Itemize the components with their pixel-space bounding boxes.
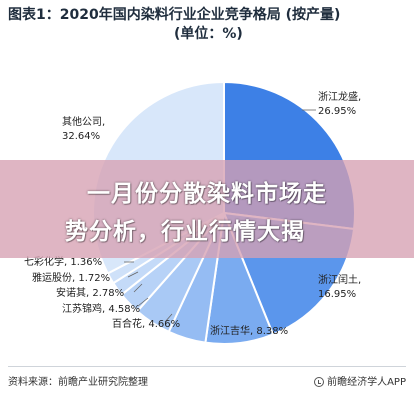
slice-label-6: 安诺其, 2.78%: [56, 286, 124, 299]
chart-title: 图表1：2020年国内染料行业企业竞争格局 (按产量) (单位：%): [8, 6, 408, 44]
slice-label-7: 雅运股份, 1.72%: [32, 271, 110, 284]
brand-watermark: 前瞻经济学人APP: [314, 373, 406, 388]
slice-label-4: 百合花, 4.66%: [112, 317, 180, 330]
banner-headline-line1: 一月份分散染料市场走: [87, 181, 327, 207]
slice-label-1: 浙江龙盛, 26.95%: [318, 90, 361, 117]
footer-divider: [8, 366, 406, 367]
chart-title-unit: (单位：%): [174, 26, 243, 42]
slice-leader-line-4: [164, 313, 173, 323]
data-source: 资料来源：前瞻产业研究院整理: [8, 377, 148, 388]
brand-logo-icon: [314, 377, 325, 387]
slice-label-5: 江苏锦鸡, 4.58%: [62, 302, 140, 315]
slice-leader-line-5: [137, 297, 149, 307]
chart-title-line1: 图表1：2020年国内染料行业企业竞争格局 (按产量): [8, 7, 341, 23]
slice-label-9: 其他公司, 32.64%: [62, 115, 105, 142]
banner-headline-line2: 势分析，行业行情大揭: [65, 219, 305, 245]
slice-label-3: 浙江吉华, 8.38%: [210, 324, 288, 337]
brand-name: 前瞻经济学人APP: [327, 377, 406, 388]
slice-label-2: 浙江闰土, 16.95%: [318, 273, 361, 300]
slice-leader-line-7: [127, 271, 139, 278]
slice-leader-line-6: [133, 283, 143, 293]
article-banner: 一月份分散染料市场走 势分析，行业行情大揭: [0, 160, 414, 258]
slice-label-8: 七彩化学, 1.36%: [24, 255, 102, 268]
